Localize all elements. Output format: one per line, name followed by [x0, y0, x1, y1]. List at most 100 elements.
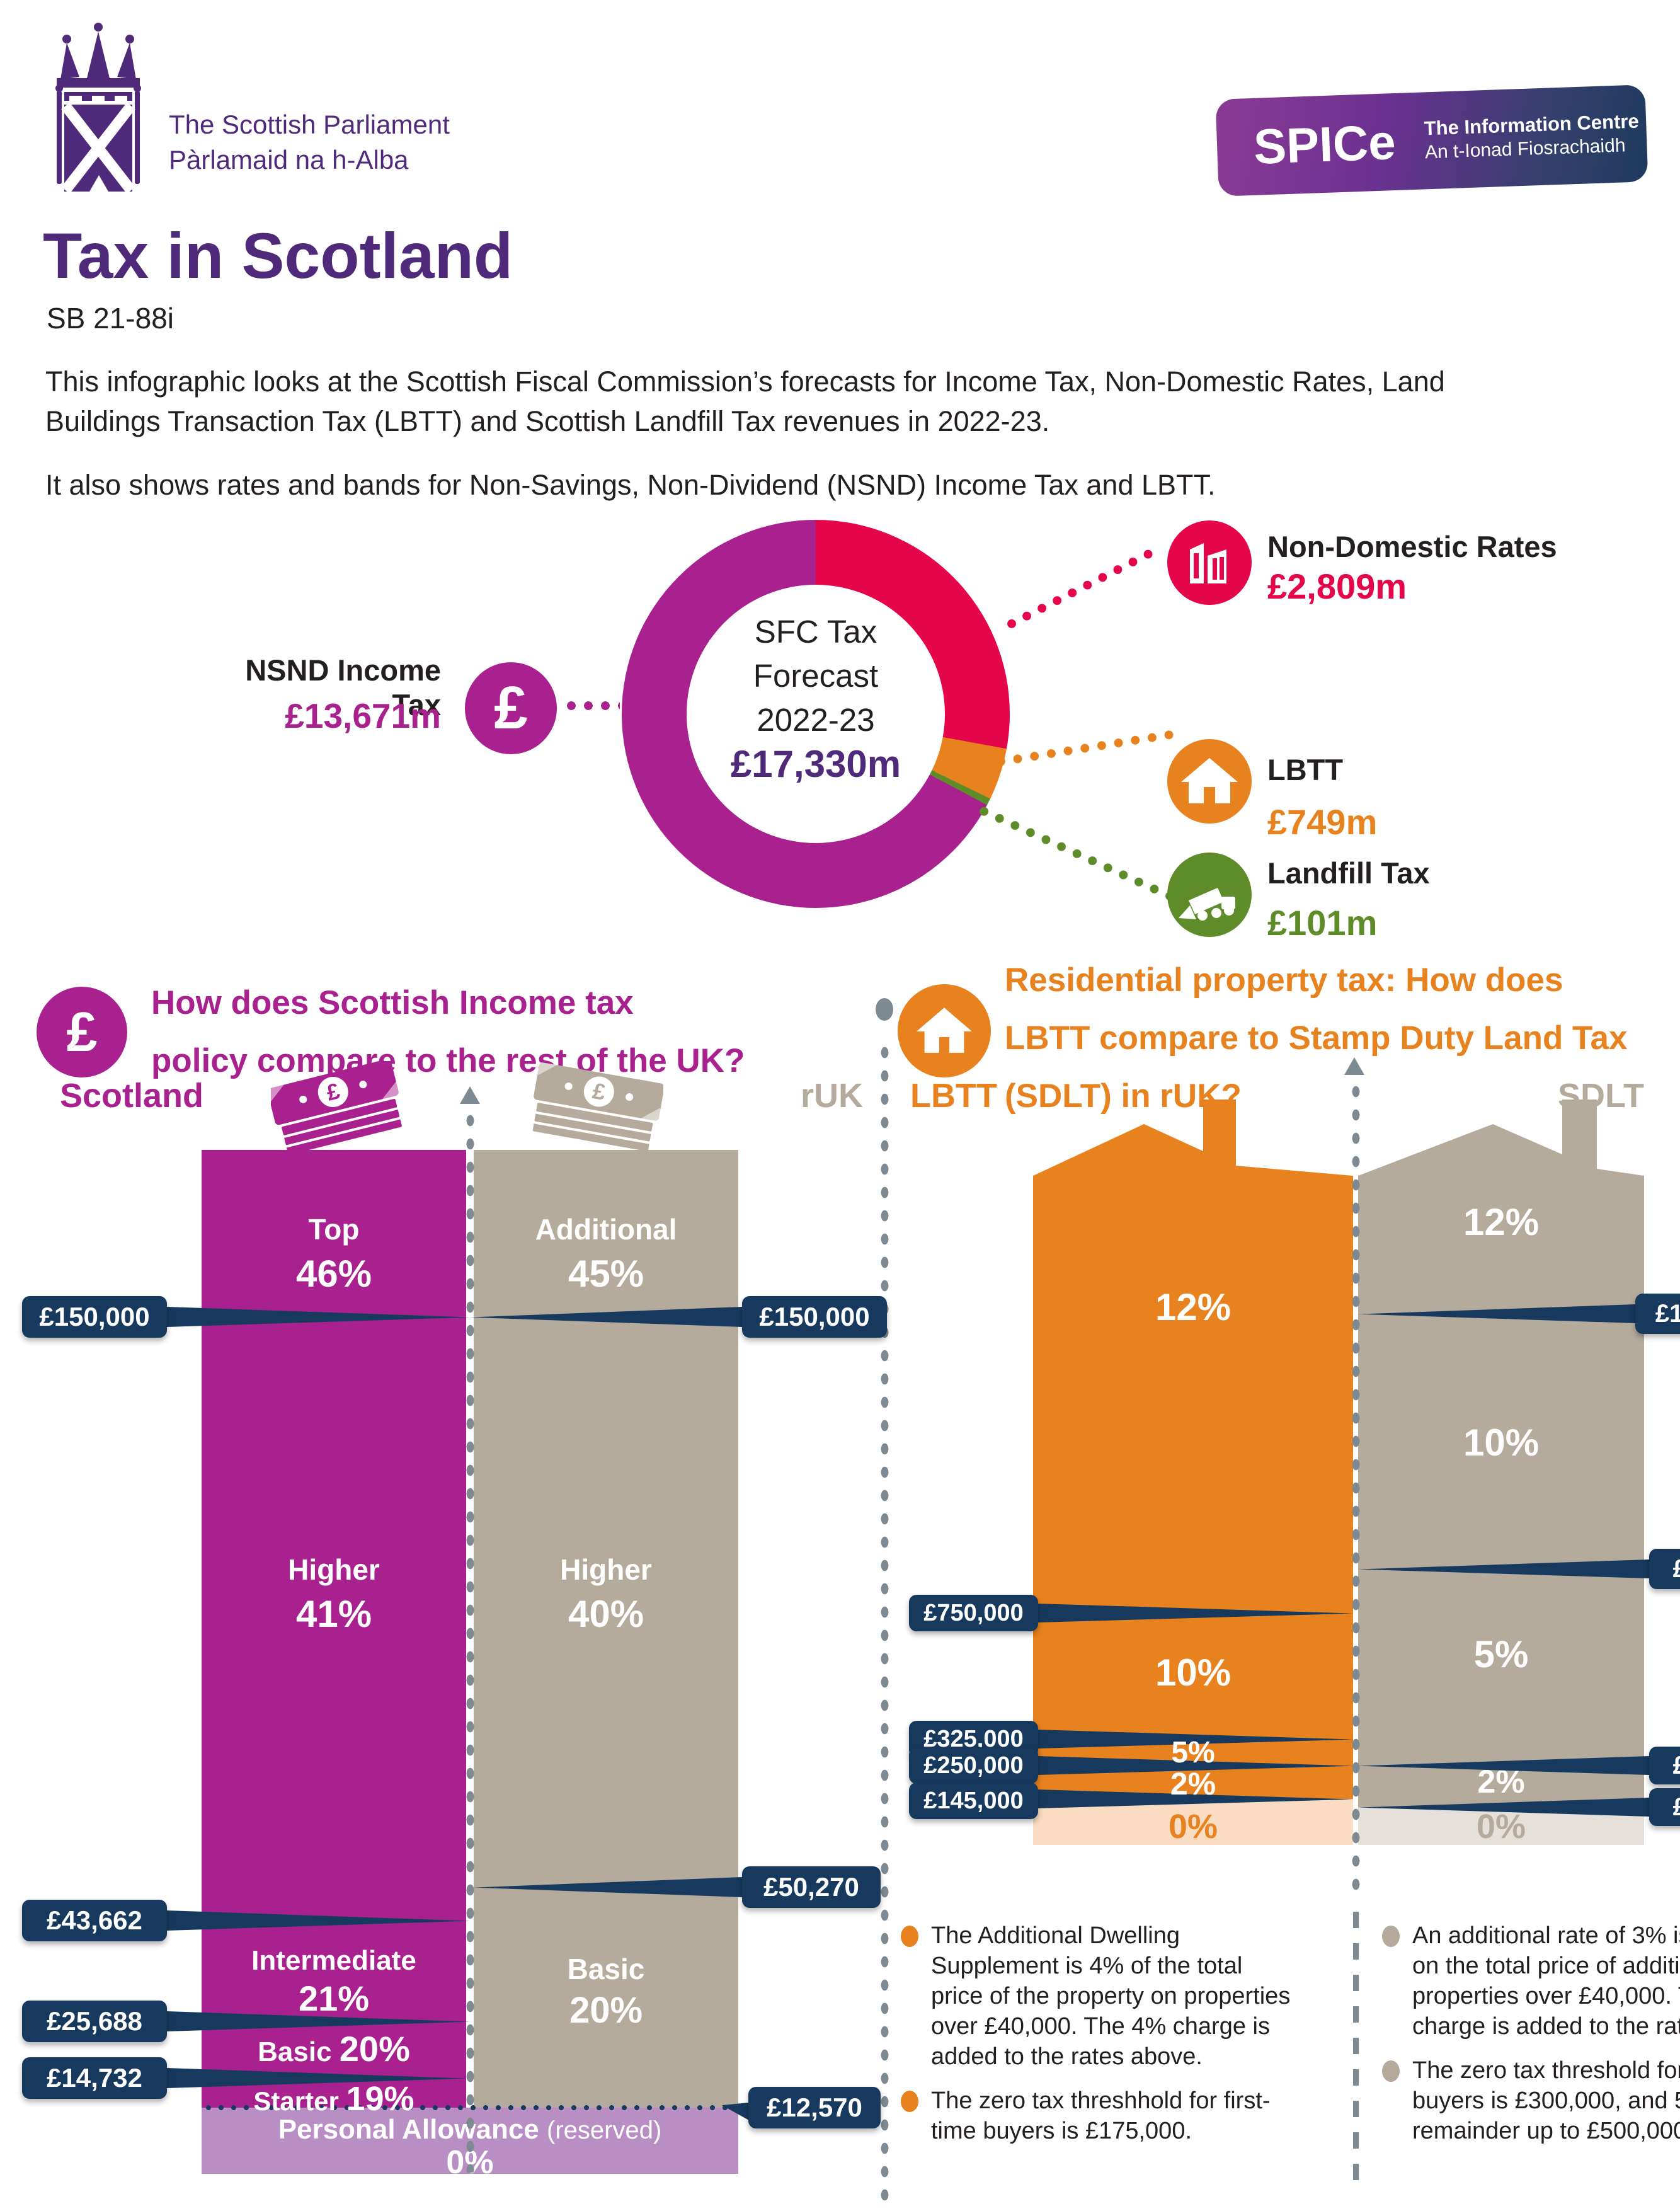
lbtt-rate-0: 0%: [1168, 1808, 1218, 1846]
scotland-label: Scotland: [60, 1077, 204, 1115]
property-heading-line1: Residential property tax: How does: [1005, 962, 1563, 999]
spice-names: The Information Centre An t-Ionad Fiosra…: [1424, 110, 1640, 165]
band-intermediate-name: Intermediate: [251, 1945, 416, 1976]
band-sc-higher-rate: 41%: [295, 1593, 372, 1635]
intro-paragraph-2: It also shows rates and bands for Non-Sa…: [45, 469, 1216, 501]
pill-145k: £145,000: [909, 1783, 1038, 1819]
band-sc-basic-name: Basic: [258, 2036, 332, 2067]
lbtt-house: [1033, 1100, 1353, 1845]
lbtt-callout-label: LBTT: [1267, 753, 1344, 786]
sdlt-footnote-2-text: The zero tax threshold for first-time bu…: [1412, 2057, 1680, 2144]
pill-125k: £125,000: [1649, 1788, 1680, 1826]
footnote-divider-dashes: [1353, 1912, 1359, 2193]
lbtt-footnote-2: The zero tax threshhold for first-time b…: [901, 2086, 1296, 2146]
property-heading-line2: LBTT compare to Stamp Duty Land Tax: [1005, 1019, 1628, 1057]
band-sc-basic-rate: 20%: [339, 2029, 410, 2069]
forecast-line2: Forecast: [753, 658, 879, 694]
lbtt-connector-dots: [994, 729, 1174, 767]
lbtt-icon: [1167, 739, 1252, 824]
band-starter-rate: 19%: [346, 2080, 414, 2118]
band-ruk-higher-name: Higher: [560, 1553, 652, 1586]
income-tax-callout-value: £13,671m: [285, 696, 441, 735]
allowance-name: Personal Allowance: [278, 2114, 539, 2145]
spice-badge: SPICe The Information Centre An t-Ionad …: [1215, 84, 1649, 197]
band-ruk-basic-rate: 20%: [569, 1990, 643, 2031]
band-ruk-higher-rate: 40%: [568, 1593, 644, 1635]
pill-250k-right: £250,000: [1649, 1747, 1680, 1784]
allowance-label: Personal Allowance (reserved): [202, 2116, 738, 2144]
lbtt-footnotes: The Additional Dwelling Supplement is 4%…: [901, 1921, 1296, 2146]
section-divider-dot: [876, 998, 893, 1021]
landfill-icon: [1167, 853, 1252, 937]
ndr-label: Non-Domestic Rates: [1267, 530, 1557, 563]
income-column-divider-dots: [466, 1109, 475, 2173]
band-sc-basic: Basic 20%: [202, 2031, 466, 2067]
income-heading-icon: £: [37, 987, 127, 1077]
forecast-donut-hole: [687, 585, 945, 843]
sdlt-house: [1358, 1100, 1644, 1845]
dump-truck-icon: [1179, 888, 1235, 921]
page-title: Tax in Scotland: [43, 220, 513, 292]
sdlt-footnotes: An additional rate of 3% is charged on t…: [1382, 1921, 1680, 2146]
forecast-line3: 2022-23: [757, 702, 875, 738]
property-column-divider-dots: [1351, 1080, 1361, 1893]
parliament-name: The Scottish Parliament Pàrlamaid na h-A…: [169, 107, 450, 178]
ndr-icon: [1167, 520, 1252, 605]
pill-150k-right: £150,000: [742, 1296, 887, 1338]
pill-25688: £25,688: [22, 2001, 167, 2042]
band-starter-name: Starter: [253, 2086, 339, 2116]
income-heading: How does Scottish Income tax policy comp…: [151, 974, 745, 1090]
band-additional-rate: 45%: [568, 1253, 644, 1295]
money-icon-scotland: £: [271, 1061, 404, 1157]
parliament-name-gd: Pàrlamaid na h-Alba: [169, 145, 409, 175]
allowance-note: (reserved): [547, 2116, 662, 2144]
ndr-connector-dots: [1004, 546, 1157, 631]
lbtt-footnote-2-text: The zero tax threshhold for first-time b…: [931, 2088, 1271, 2144]
band-top-rate: 46%: [295, 1253, 372, 1295]
property-heading: Residential property tax: How does LBTT …: [1005, 951, 1627, 1125]
pound-icon: £: [465, 662, 557, 754]
lbtt-rate-2: 2%: [1170, 1766, 1216, 1801]
property-heading-line3: (SDLT) in rUK?: [1005, 1077, 1242, 1115]
parliament-name-en: The Scottish Parliament: [169, 110, 450, 139]
section-divider-dots: [880, 1041, 889, 2207]
band-ruk-basic-name: Basic: [567, 1953, 645, 1985]
tan-bullet-icon: [1382, 1926, 1400, 1947]
sdlt-rate-5: 5%: [1473, 1633, 1529, 1675]
money-icon-ruk: £: [530, 1062, 663, 1154]
sdlt-rate-12: 12%: [1463, 1201, 1540, 1243]
pill-14732: £14,732: [22, 2057, 167, 2099]
orange-bullet-icon: [901, 1926, 918, 1947]
ruk-label: rUK: [800, 1077, 863, 1115]
sdlt-footnote-2: The zero tax threshold for first-time bu…: [1382, 2055, 1680, 2146]
forecast-line1: SFC Tax: [754, 614, 877, 650]
pill-12570: £12,570: [748, 2087, 881, 2128]
lbtt-footnote-1: The Additional Dwelling Supplement is 4%…: [901, 1921, 1296, 2072]
landfill-value: £101m: [1267, 903, 1378, 943]
pill-50270: £50,270: [742, 1866, 881, 1908]
pill-1500k: £1,500,000: [1635, 1294, 1680, 1334]
spice-abbr: SPICe: [1252, 113, 1397, 175]
sdlt-footnote-1-text: An additional rate of 3% is charged on t…: [1412, 1922, 1680, 2040]
band-intermediate-rate: 21%: [298, 1978, 370, 2018]
scottish-parliament-logo: [55, 23, 141, 194]
bulletin-ref: SB 21-88i: [47, 302, 174, 335]
lbtt-rate-5: 5%: [1171, 1736, 1215, 1769]
pill-43662: £43,662: [22, 1900, 167, 1941]
pill-750k: £750,000: [909, 1595, 1038, 1631]
property-heading-icon: [898, 984, 991, 1077]
lbtt-footnote-1-text: The Additional Dwelling Supplement is 4%…: [931, 1922, 1291, 2070]
pill-250k-left: £250,000: [909, 1747, 1038, 1784]
orange-bullet-icon: [901, 2091, 918, 2112]
income-heading-line1: How does Scottish Income tax: [151, 984, 634, 1021]
forecast-total: £17,330m: [730, 743, 901, 785]
landfill-connector-dots: [976, 804, 1172, 900]
pill-150k-left: £150,000: [22, 1296, 167, 1338]
ndr-value: £2,809m: [1267, 566, 1407, 606]
buildings-icon: [1190, 543, 1226, 583]
lbtt-column-label: LBTT: [910, 1077, 997, 1115]
tan-bullet-icon: [1382, 2060, 1400, 2082]
house-icon: [917, 1008, 972, 1053]
property-divider-arrow-icon: [1344, 1057, 1364, 1075]
band-starter: Starter 19%: [202, 2082, 466, 2116]
